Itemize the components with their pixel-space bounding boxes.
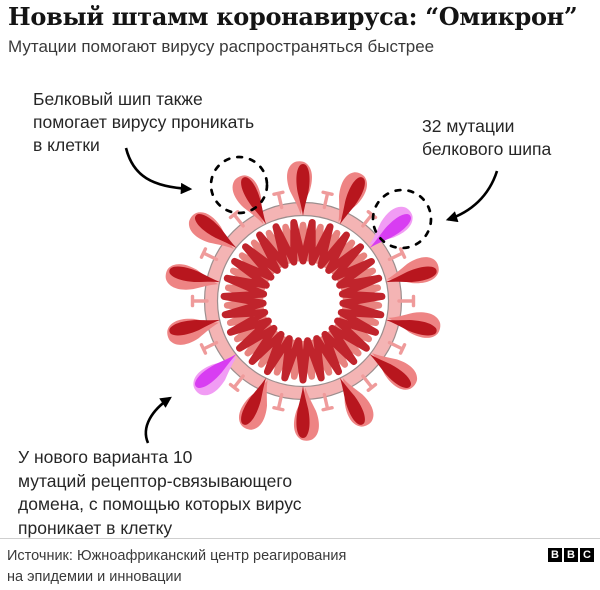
spike [293, 386, 319, 441]
annotation-spike-protein: Белковый шип также помогает вирусу прони… [33, 89, 255, 155]
spike [339, 377, 374, 427]
spike [385, 257, 439, 284]
arrow-rbd-mutations [144, 396, 172, 444]
dashed-circle-mutated-spike [371, 188, 433, 250]
page-title: Новый штамм коронавируса: “Омикрон” [8, 2, 578, 31]
dashed-circle-spike [209, 155, 269, 215]
bbc-logo: B B C [548, 548, 594, 562]
spike [188, 212, 237, 249]
annotation-spike-mutations: 32 мутации белкового шипа [422, 116, 552, 159]
spike [232, 175, 267, 225]
source-text: Источник: Южноафриканский центр реагиров… [7, 548, 347, 585]
spike [239, 377, 268, 430]
rna-coil [220, 219, 386, 384]
bbc-logo-letter: B [548, 548, 562, 562]
annotation-marks [124, 147, 499, 444]
spike [165, 264, 221, 290]
spike [287, 161, 313, 216]
bbc-logo-letter: B [564, 548, 578, 562]
arrow-spike-protein [124, 147, 193, 195]
annotation-rbd-mutations: У нового варианта 10 мутаций рецептор-св… [18, 447, 302, 538]
page-subtitle: Мутации помогают вирусу распространяться… [8, 37, 435, 56]
spike-proteins [165, 161, 441, 441]
footer-divider [0, 538, 600, 539]
spike [167, 318, 221, 345]
spike [385, 312, 441, 338]
spike [338, 172, 367, 225]
arrow-spike-mutations [445, 170, 499, 223]
mutated-spike [193, 353, 237, 396]
spike [369, 353, 418, 390]
bbc-logo-letter: C [580, 548, 594, 562]
